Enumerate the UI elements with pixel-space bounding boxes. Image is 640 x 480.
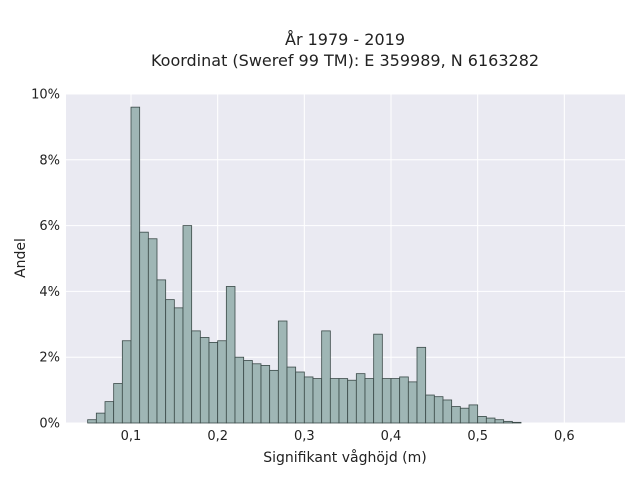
histogram-bar	[373, 333, 383, 424]
x-tick-label: 0,4	[381, 429, 402, 444]
histogram-bar	[381, 378, 392, 424]
histogram-bar	[182, 225, 193, 424]
histogram-bar	[416, 346, 427, 424]
histogram-bar	[165, 299, 175, 424]
histogram-bar	[199, 337, 210, 424]
histogram-bar	[399, 376, 409, 424]
histogram-bar	[156, 279, 167, 424]
y-axis-label: Andel	[13, 238, 29, 278]
histogram-bar	[321, 330, 331, 424]
x-axis-label: Signifikant våghöjd (m)	[263, 449, 426, 466]
histogram-bar	[477, 416, 487, 424]
histogram-bar	[425, 394, 435, 424]
histogram-bar	[217, 340, 227, 424]
x-tick-label: 0,1	[121, 429, 142, 444]
chart-subtitle: Koordinat (Sweref 99 TM): E 359989, N 61…	[151, 51, 539, 70]
histogram-bar	[433, 396, 444, 424]
y-tick-label: 0%	[39, 417, 60, 432]
histogram-bar	[485, 417, 496, 424]
histogram-bar	[329, 378, 340, 424]
histogram-bar	[312, 378, 323, 424]
histogram-bar	[295, 371, 305, 424]
histogram-bar	[286, 366, 297, 424]
histogram-bar	[87, 419, 97, 424]
y-tick-label: 4%	[39, 285, 60, 300]
y-tick-labels: 0% 2% 4% 6% 8% 10%	[31, 88, 60, 432]
histogram-bar	[208, 341, 219, 424]
histogram-bar	[459, 407, 470, 424]
histogram-bar	[277, 320, 288, 424]
histogram-bar	[130, 106, 141, 424]
x-tick-label: 0,6	[554, 429, 575, 444]
histogram-bar	[173, 307, 184, 424]
histogram-bar	[451, 406, 461, 424]
histogram-bar	[139, 231, 149, 424]
histogram-bar	[269, 369, 279, 424]
histogram-bar	[243, 360, 253, 424]
histogram-bar	[511, 421, 522, 424]
histogram-bar	[442, 399, 453, 424]
histogram-bar	[390, 378, 401, 424]
y-tick-label: 2%	[39, 351, 60, 366]
x-tick-label: 0,3	[294, 429, 315, 444]
histogram-bar	[225, 286, 236, 424]
histogram-bar	[191, 330, 201, 424]
histogram-bar	[468, 404, 479, 424]
histogram-bar	[407, 381, 418, 424]
histogram-bar	[494, 419, 505, 424]
histogram-bar	[251, 363, 262, 424]
histogram-bar	[347, 379, 357, 424]
histogram-bar	[503, 420, 513, 424]
histogram-bar	[364, 378, 375, 424]
y-tick-label: 8%	[39, 153, 60, 168]
histogram-bar	[260, 365, 271, 424]
histogram-bar	[113, 383, 123, 424]
histogram-bar	[104, 401, 115, 424]
histogram-bar	[355, 373, 366, 424]
histogram-bar	[147, 238, 158, 424]
x-tick-labels: 0,1 0,2 0,3 0,4 0,5 0,6	[121, 429, 575, 444]
x-tick-label: 0,2	[207, 429, 228, 444]
bars	[87, 106, 522, 424]
y-tick-label: 6%	[39, 219, 60, 234]
histogram-bar	[95, 412, 106, 424]
histogram-bar	[234, 356, 245, 424]
histogram-bar	[338, 378, 349, 424]
histogram-bar	[121, 340, 132, 424]
histogram-bar	[303, 376, 314, 424]
x-tick-label: 0,5	[467, 429, 488, 444]
chart-title: År 1979 - 2019	[285, 30, 405, 49]
y-tick-label: 10%	[31, 88, 60, 103]
